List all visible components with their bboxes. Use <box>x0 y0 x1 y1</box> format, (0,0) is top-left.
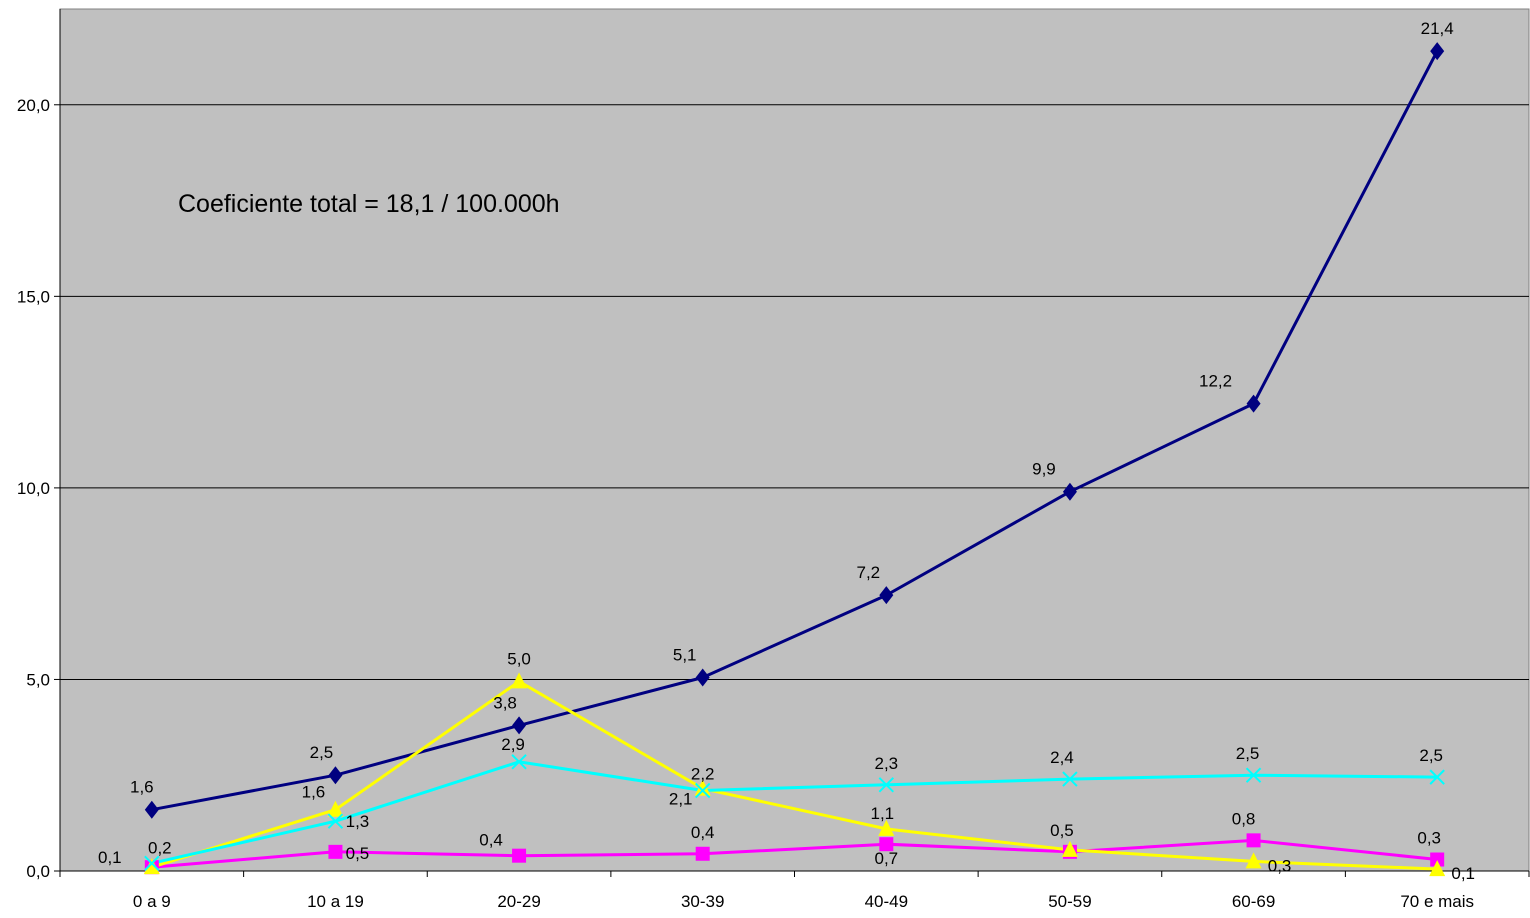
series-3-point <box>1061 840 1078 857</box>
data-label: 21,4 <box>1421 19 1454 38</box>
data-label: 0,8 <box>1232 809 1256 828</box>
series-1-point <box>512 716 527 735</box>
series-3-point <box>878 819 895 836</box>
data-label: 5,0 <box>507 649 531 668</box>
data-label: 0,4 <box>479 831 503 850</box>
data-label: 2,4 <box>1050 748 1074 767</box>
data-label: 2,9 <box>501 735 525 754</box>
series-4-point <box>511 754 527 770</box>
x-tick-label: 60-69 <box>1232 892 1275 911</box>
data-label: 0,3 <box>1268 856 1292 875</box>
data-label: 3,8 <box>493 693 517 712</box>
data-label: 0,3 <box>1417 829 1441 848</box>
data-label: 2,1 <box>669 790 693 809</box>
data-label: 12,2 <box>1199 372 1232 391</box>
series-line-2 <box>151 838 1438 869</box>
data-labels: 1,6 2,5 3,8 5,1 7,2 9,9 12,2 21,4 0,1 0,5 0,4 0,4 0,… <box>98 19 1475 883</box>
series-1-point <box>144 800 159 819</box>
data-label: 7,2 <box>856 563 880 582</box>
data-label: 0,5 <box>1050 821 1074 840</box>
series-4-point <box>878 777 895 793</box>
y-axis: 0,0 5,0 10,0 15,0 20,0 <box>17 9 61 881</box>
series-4-point <box>1245 767 1262 783</box>
series-3-point <box>694 779 711 796</box>
series-1-point <box>695 668 710 687</box>
data-label: 2,3 <box>874 754 898 773</box>
data-label: 0,1 <box>98 848 122 867</box>
series-1-point <box>328 766 343 785</box>
series-2-point <box>512 848 527 863</box>
series-1-point <box>1246 394 1261 413</box>
series-2-point <box>328 844 343 859</box>
x-tick-label: 10 a 19 <box>307 892 364 911</box>
data-label: 5,1 <box>673 646 697 665</box>
y-tick-label: 5,0 <box>26 670 50 689</box>
data-label: 0,5 <box>346 844 370 863</box>
series-4-point <box>1429 769 1445 785</box>
x-tick-label: 70 e mais <box>1400 892 1474 911</box>
series-1-point <box>879 586 894 605</box>
data-label: 2,2 <box>691 765 715 784</box>
series-3-point <box>1245 852 1262 869</box>
x-tick-label: 20-29 <box>497 892 540 911</box>
series-4-point <box>1062 771 1078 787</box>
x-tick-label: 0 a 9 <box>133 892 171 911</box>
chart-annotation: Coeficiente total = 18,1 / 100.000h <box>178 190 560 218</box>
series-2-point <box>879 837 894 852</box>
series-line-1 <box>151 50 1439 812</box>
series-4-point <box>694 782 711 799</box>
series-3-point <box>327 800 344 817</box>
y-tick-label: 0,0 <box>26 862 50 881</box>
series-4-point <box>144 855 160 872</box>
series-1-point <box>1430 42 1445 61</box>
data-label: 0,1 <box>1451 864 1475 883</box>
x-tick-label: 40-49 <box>865 892 908 911</box>
series-2-point <box>1246 833 1261 848</box>
data-label: 0,7 <box>874 849 898 868</box>
plot-area <box>59 8 1530 872</box>
data-label: 1,6 <box>130 778 154 797</box>
data-label: 2,5 <box>310 743 334 762</box>
series-4-point <box>327 813 344 829</box>
series-2-point <box>695 846 710 861</box>
series-markers <box>143 42 1446 877</box>
data-label: 2,5 <box>1419 746 1443 765</box>
series-1-point <box>1062 482 1077 501</box>
x-axis: 0 a 9 10 a 19 20-29 30-39 40-49 50-59 60-69 70 … <box>59 870 1530 911</box>
series-2-point <box>1430 852 1445 867</box>
data-label: 2,5 <box>1236 744 1260 763</box>
data-label: 1,1 <box>870 804 894 823</box>
data-label: 9,9 <box>1032 460 1056 479</box>
y-tick-label: 15,0 <box>17 287 50 306</box>
gridlines <box>60 104 1529 680</box>
series-line-3 <box>151 679 1438 871</box>
y-tick-label: 10,0 <box>17 479 50 498</box>
series-3-point <box>143 858 160 875</box>
series-line-4 <box>151 760 1438 865</box>
data-label: 1,3 <box>346 812 370 831</box>
x-tick-label: 50-59 <box>1048 892 1091 911</box>
series-3-point <box>511 672 528 689</box>
data-label: 0,4 <box>691 823 715 842</box>
y-tick-label: 20,0 <box>17 96 50 115</box>
series-3-point <box>1429 860 1446 877</box>
series-lines <box>151 50 1439 871</box>
x-tick-label: 30-39 <box>681 892 724 911</box>
data-label: 1,6 <box>302 783 326 802</box>
data-label: 0,2 <box>148 838 172 857</box>
